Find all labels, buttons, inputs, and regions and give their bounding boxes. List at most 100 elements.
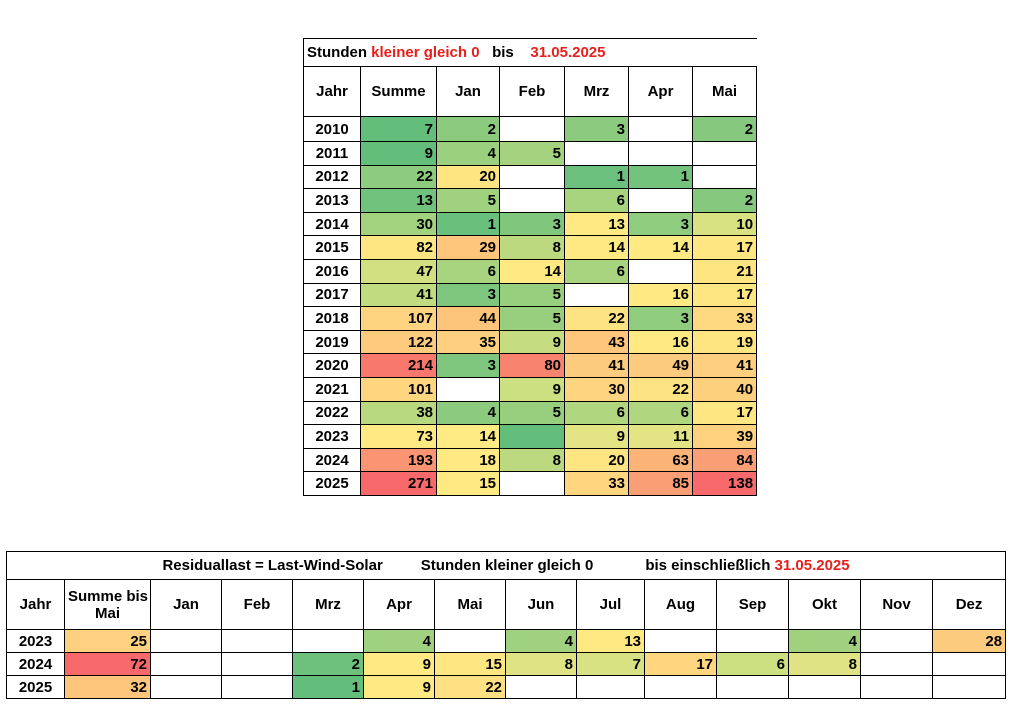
year-cell: 2023 <box>303 424 361 449</box>
table-row: 2022 38 4 5 6 6 17 <box>303 400 758 426</box>
value-cell: 1 <box>436 211 500 237</box>
value-cell: 4 <box>363 629 435 653</box>
value-cell: 2 <box>691 116 758 142</box>
value-cell: 20 <box>436 164 500 190</box>
value-cell: 8 <box>788 652 861 676</box>
year-cell: 2023 <box>6 629 65 653</box>
header-mrz: Mrz <box>564 66 629 117</box>
value-cell <box>436 376 500 402</box>
table-row: 2024 72 2 9 15 8 7 17 6 8 <box>6 652 1007 676</box>
value-cell: 30 <box>564 376 629 402</box>
value-cell <box>788 675 861 699</box>
year-cell: 2016 <box>303 258 361 284</box>
value-cell: 22 <box>628 376 693 402</box>
value-cell: 35 <box>436 329 500 355</box>
sum-cell: 47 <box>360 258 437 284</box>
value-cell <box>628 116 693 142</box>
value-cell: 3 <box>436 282 500 308</box>
table-row: 2017 41 3 5 16 17 <box>303 282 758 308</box>
value-cell <box>644 675 717 699</box>
header-feb: Feb <box>221 579 293 630</box>
value-cell: 6 <box>564 400 629 426</box>
value-cell: 40 <box>691 376 758 402</box>
value-cell: 138 <box>691 471 758 496</box>
value-cell <box>691 164 758 190</box>
header-sum: Summe bis Mai <box>64 579 151 630</box>
year-cell: 2024 <box>6 652 65 676</box>
table-row: 2014 30 1 3 13 3 10 <box>303 211 758 237</box>
value-cell: 19 <box>691 329 758 355</box>
sum-cell: 122 <box>360 329 437 355</box>
value-cell: 5 <box>499 306 565 331</box>
value-cell <box>691 141 758 166</box>
value-cell: 6 <box>628 400 693 426</box>
residual-load-table: Residuallast = Last-Wind-Solar Stunden kl… <box>5 551 1007 699</box>
value-cell: 14 <box>499 258 565 284</box>
sum-cell: 101 <box>360 376 437 402</box>
title-condition: kleiner gleich 0 <box>371 44 480 61</box>
value-cell: 8 <box>499 447 565 473</box>
table-row: 2025 32 1 9 22 <box>6 675 1007 699</box>
value-cell <box>564 141 629 166</box>
value-cell: 15 <box>434 652 506 676</box>
year-cell: 2012 <box>303 164 361 190</box>
value-cell: 14 <box>564 235 629 260</box>
value-cell: 9 <box>564 424 629 449</box>
value-cell <box>221 652 293 676</box>
table-title: Stunden kleiner gleich 0 bis 31.05.2025 <box>302 38 757 67</box>
value-cell: 41 <box>564 353 629 378</box>
value-cell: 4 <box>505 629 577 653</box>
value-cell: 2 <box>292 652 364 676</box>
sum-cell: 38 <box>360 400 437 426</box>
year-cell: 2014 <box>303 211 361 237</box>
value-cell <box>499 471 565 496</box>
sum-cell: 73 <box>360 424 437 449</box>
header-dez: Dez <box>931 579 1007 630</box>
value-cell <box>716 675 789 699</box>
value-cell: 5 <box>499 400 565 426</box>
value-cell: 3 <box>628 211 693 237</box>
value-cell: 17 <box>644 652 717 676</box>
value-cell <box>499 116 565 142</box>
value-cell <box>221 675 293 699</box>
table-row: 2015 82 29 8 14 14 17 <box>303 235 758 260</box>
table-row: 2010 7 2 3 2 <box>303 116 758 142</box>
value-cell <box>860 629 933 653</box>
year-cell: 2021 <box>303 376 361 402</box>
value-cell: 4 <box>436 400 500 426</box>
value-cell: 2 <box>436 116 500 142</box>
sum-cell: 107 <box>360 306 437 331</box>
year-cell: 2011 <box>303 141 361 166</box>
header-jul: Jul <box>576 579 645 630</box>
header-row: Jahr Summe Jan Feb Mrz Apr Mai <box>303 66 758 117</box>
year-cell: 2025 <box>6 675 65 699</box>
header-summe: Summe <box>360 66 437 117</box>
value-cell: 17 <box>691 235 758 260</box>
value-cell <box>150 675 222 699</box>
year-cell: 2013 <box>303 188 361 213</box>
value-cell: 18 <box>436 447 500 473</box>
header-sep: Sep <box>716 579 789 630</box>
header-jan: Jan <box>436 66 500 117</box>
table-row: 2024 193 18 8 20 63 84 <box>303 447 758 473</box>
value-cell: 33 <box>564 471 629 496</box>
value-cell: 10 <box>691 211 758 237</box>
header-apr: Apr <box>628 66 693 117</box>
sum-cell: 214 <box>360 353 437 378</box>
value-cell: 6 <box>716 652 789 676</box>
value-cell: 15 <box>436 471 500 496</box>
value-cell: 5 <box>499 141 565 166</box>
header-year: Jahr <box>6 579 65 630</box>
value-cell <box>716 629 789 653</box>
table-row: 2023 25 4 4 13 4 28 <box>6 629 1007 653</box>
value-cell: 6 <box>564 258 629 284</box>
header-feb: Feb <box>499 66 565 117</box>
sum-cell: 25 <box>64 629 151 653</box>
header-jahr: Jahr <box>303 66 361 117</box>
header-mai: Mai <box>691 66 758 117</box>
value-cell: 17 <box>691 400 758 426</box>
table-row: 2019 122 35 9 43 16 19 <box>303 329 758 355</box>
sum-cell: 82 <box>360 235 437 260</box>
value-cell: 2 <box>691 188 758 213</box>
table-row: 2023 73 14 9 11 39 <box>303 424 758 449</box>
